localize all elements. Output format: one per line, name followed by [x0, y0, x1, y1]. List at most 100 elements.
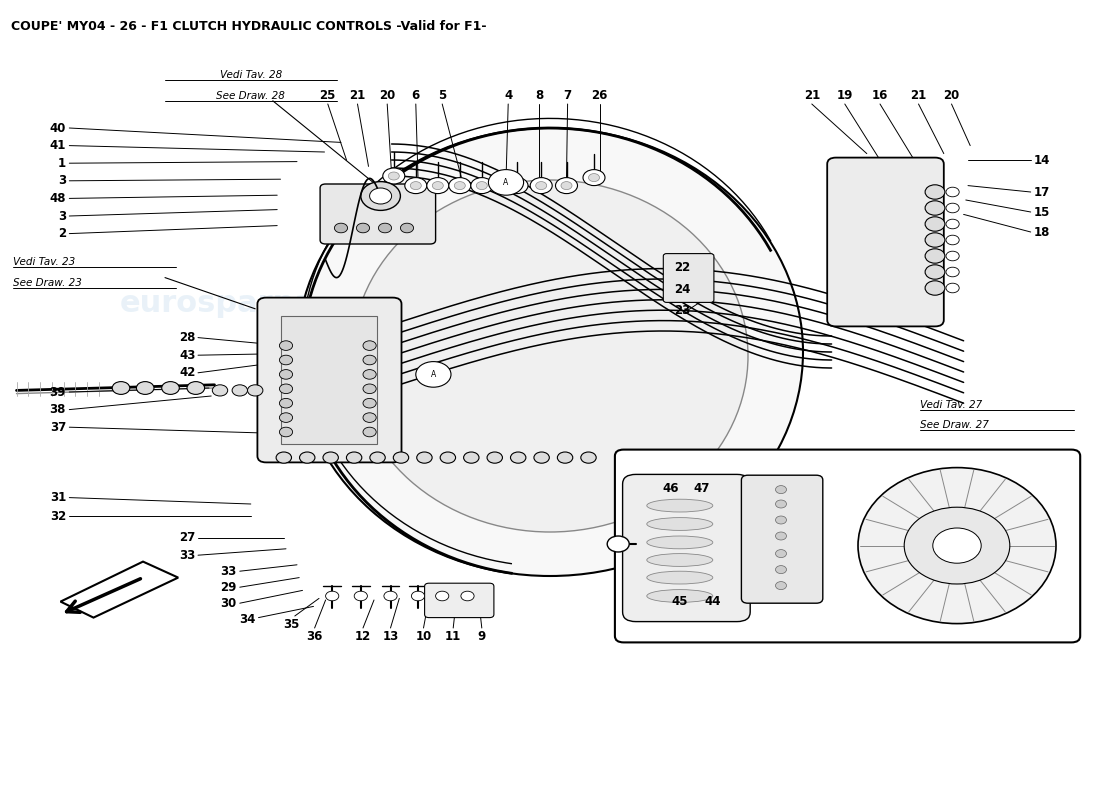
Circle shape — [925, 201, 945, 215]
Text: 22: 22 — [674, 261, 691, 274]
Circle shape — [354, 591, 367, 601]
Text: A: A — [504, 178, 508, 187]
Circle shape — [279, 398, 293, 408]
Circle shape — [363, 355, 376, 365]
Circle shape — [383, 168, 405, 184]
Text: 28: 28 — [179, 331, 196, 344]
Text: 7: 7 — [563, 90, 572, 102]
Circle shape — [378, 223, 392, 233]
Text: See Draw. 27: See Draw. 27 — [920, 421, 989, 430]
Text: 4: 4 — [504, 90, 513, 102]
Circle shape — [946, 235, 959, 245]
Text: 20: 20 — [379, 90, 395, 102]
Circle shape — [933, 528, 981, 563]
Circle shape — [363, 384, 376, 394]
Text: 20: 20 — [944, 90, 959, 102]
Circle shape — [112, 382, 130, 394]
Circle shape — [536, 182, 547, 190]
Circle shape — [588, 174, 600, 182]
Circle shape — [279, 370, 293, 379]
Circle shape — [561, 182, 572, 190]
Text: 5: 5 — [438, 90, 447, 102]
Ellipse shape — [647, 518, 713, 530]
Circle shape — [925, 185, 945, 199]
Circle shape — [776, 532, 786, 540]
Circle shape — [405, 178, 427, 194]
Circle shape — [299, 452, 315, 463]
Circle shape — [946, 187, 959, 197]
Circle shape — [506, 178, 528, 194]
Text: 25: 25 — [320, 90, 336, 102]
Ellipse shape — [858, 467, 1056, 624]
Circle shape — [946, 267, 959, 277]
Circle shape — [248, 385, 263, 396]
Text: 48: 48 — [50, 192, 66, 205]
Circle shape — [363, 341, 376, 350]
Text: Vedi Tav. 27: Vedi Tav. 27 — [920, 400, 982, 410]
Ellipse shape — [647, 536, 713, 549]
Text: eurosparparts: eurosparparts — [560, 346, 804, 374]
Polygon shape — [60, 562, 178, 618]
Text: 11: 11 — [446, 630, 461, 643]
Circle shape — [581, 452, 596, 463]
Circle shape — [279, 355, 293, 365]
Circle shape — [471, 178, 493, 194]
Circle shape — [530, 178, 552, 194]
Circle shape — [454, 182, 465, 190]
Circle shape — [388, 172, 399, 180]
Circle shape — [370, 452, 385, 463]
Circle shape — [162, 382, 179, 394]
Circle shape — [510, 452, 526, 463]
Circle shape — [279, 341, 293, 350]
Circle shape — [394, 452, 409, 463]
FancyBboxPatch shape — [741, 475, 823, 603]
Text: 15: 15 — [1034, 206, 1050, 218]
Circle shape — [279, 427, 293, 437]
Circle shape — [476, 182, 487, 190]
Text: 36: 36 — [307, 630, 322, 643]
Text: See Draw. 23: See Draw. 23 — [13, 278, 82, 288]
Text: 31: 31 — [50, 491, 66, 504]
Text: 43: 43 — [179, 349, 196, 362]
Circle shape — [925, 233, 945, 247]
Circle shape — [461, 591, 474, 601]
Text: 47: 47 — [694, 482, 710, 494]
Text: 19: 19 — [837, 90, 852, 102]
Ellipse shape — [647, 590, 713, 602]
Circle shape — [346, 452, 362, 463]
Text: 17: 17 — [1034, 186, 1050, 198]
Circle shape — [925, 265, 945, 279]
Circle shape — [279, 384, 293, 394]
Text: 24: 24 — [674, 283, 691, 296]
FancyBboxPatch shape — [425, 583, 494, 618]
Text: eurosparparts: eurosparparts — [120, 290, 364, 318]
Circle shape — [232, 385, 248, 396]
Text: 23: 23 — [674, 304, 691, 317]
Circle shape — [356, 223, 370, 233]
Text: 38: 38 — [50, 403, 66, 416]
Circle shape — [583, 170, 605, 186]
Ellipse shape — [647, 554, 713, 566]
Text: 27: 27 — [179, 531, 196, 544]
Circle shape — [607, 536, 629, 552]
Text: 45: 45 — [671, 595, 689, 608]
Text: Vedi Tav. 28: Vedi Tav. 28 — [220, 70, 282, 80]
Circle shape — [776, 500, 786, 508]
Circle shape — [946, 283, 959, 293]
FancyBboxPatch shape — [257, 298, 402, 462]
Circle shape — [512, 182, 522, 190]
Text: 37: 37 — [50, 421, 66, 434]
Circle shape — [946, 219, 959, 229]
Circle shape — [411, 591, 425, 601]
Text: 1: 1 — [58, 157, 66, 170]
Text: 3: 3 — [58, 174, 66, 187]
Circle shape — [323, 452, 339, 463]
FancyBboxPatch shape — [663, 254, 714, 302]
Circle shape — [925, 281, 945, 295]
Circle shape — [534, 452, 549, 463]
Circle shape — [136, 382, 154, 394]
Text: 26: 26 — [592, 90, 607, 102]
Ellipse shape — [647, 571, 713, 584]
Text: 2: 2 — [58, 227, 66, 240]
Ellipse shape — [647, 499, 713, 512]
